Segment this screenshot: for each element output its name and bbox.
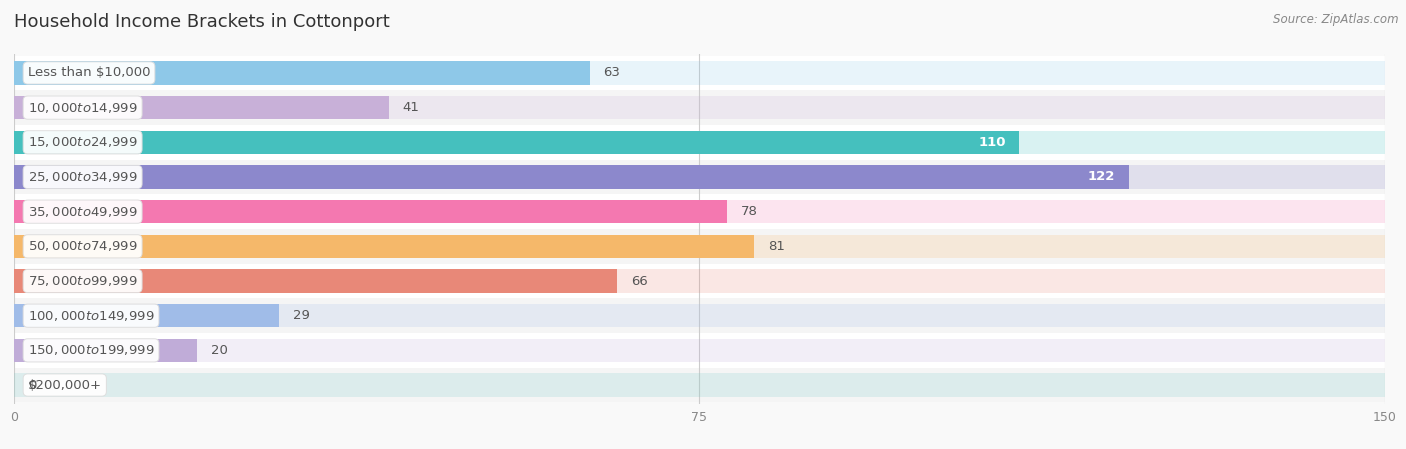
Bar <box>14 131 1385 154</box>
Text: $15,000 to $24,999: $15,000 to $24,999 <box>28 135 138 150</box>
Text: $75,000 to $99,999: $75,000 to $99,999 <box>28 274 138 288</box>
Text: $100,000 to $149,999: $100,000 to $149,999 <box>28 308 155 323</box>
Bar <box>14 200 1385 224</box>
Bar <box>14 56 1385 90</box>
Text: $50,000 to $74,999: $50,000 to $74,999 <box>28 239 138 253</box>
Bar <box>14 194 1385 229</box>
Text: 110: 110 <box>979 136 1005 149</box>
Bar <box>14 333 1385 368</box>
Bar <box>14 269 617 293</box>
Text: 66: 66 <box>631 274 648 287</box>
Text: Source: ZipAtlas.com: Source: ZipAtlas.com <box>1274 13 1399 26</box>
Text: $200,000+: $200,000+ <box>28 379 101 392</box>
Text: 20: 20 <box>211 344 228 357</box>
Bar <box>14 339 1385 362</box>
Text: 41: 41 <box>402 101 419 114</box>
Bar <box>14 304 278 327</box>
Bar <box>14 234 755 258</box>
Text: 81: 81 <box>768 240 785 253</box>
Bar <box>14 304 1385 327</box>
Bar <box>14 96 389 119</box>
Bar <box>14 264 1385 298</box>
Bar <box>14 165 1129 189</box>
Bar <box>14 373 1385 397</box>
Text: 122: 122 <box>1088 171 1115 184</box>
Bar <box>14 61 1385 85</box>
Text: Less than $10,000: Less than $10,000 <box>28 66 150 79</box>
Bar <box>14 90 1385 125</box>
Text: $10,000 to $14,999: $10,000 to $14,999 <box>28 101 138 114</box>
Text: $150,000 to $199,999: $150,000 to $199,999 <box>28 343 155 357</box>
Bar <box>14 96 1385 119</box>
Text: 0: 0 <box>28 379 37 392</box>
Text: $35,000 to $49,999: $35,000 to $49,999 <box>28 205 138 219</box>
Bar <box>14 200 727 224</box>
Bar <box>14 160 1385 194</box>
Bar <box>14 61 591 85</box>
Text: $25,000 to $34,999: $25,000 to $34,999 <box>28 170 138 184</box>
Bar <box>14 229 1385 264</box>
Bar <box>14 125 1385 160</box>
Bar <box>14 165 1385 189</box>
Bar <box>14 131 1019 154</box>
Bar <box>14 368 1385 402</box>
Bar <box>14 269 1385 293</box>
Text: 78: 78 <box>741 205 758 218</box>
Text: 63: 63 <box>603 66 620 79</box>
Bar <box>14 234 1385 258</box>
Text: Household Income Brackets in Cottonport: Household Income Brackets in Cottonport <box>14 13 389 31</box>
Text: 29: 29 <box>292 309 309 322</box>
Bar <box>14 298 1385 333</box>
Bar <box>14 339 197 362</box>
